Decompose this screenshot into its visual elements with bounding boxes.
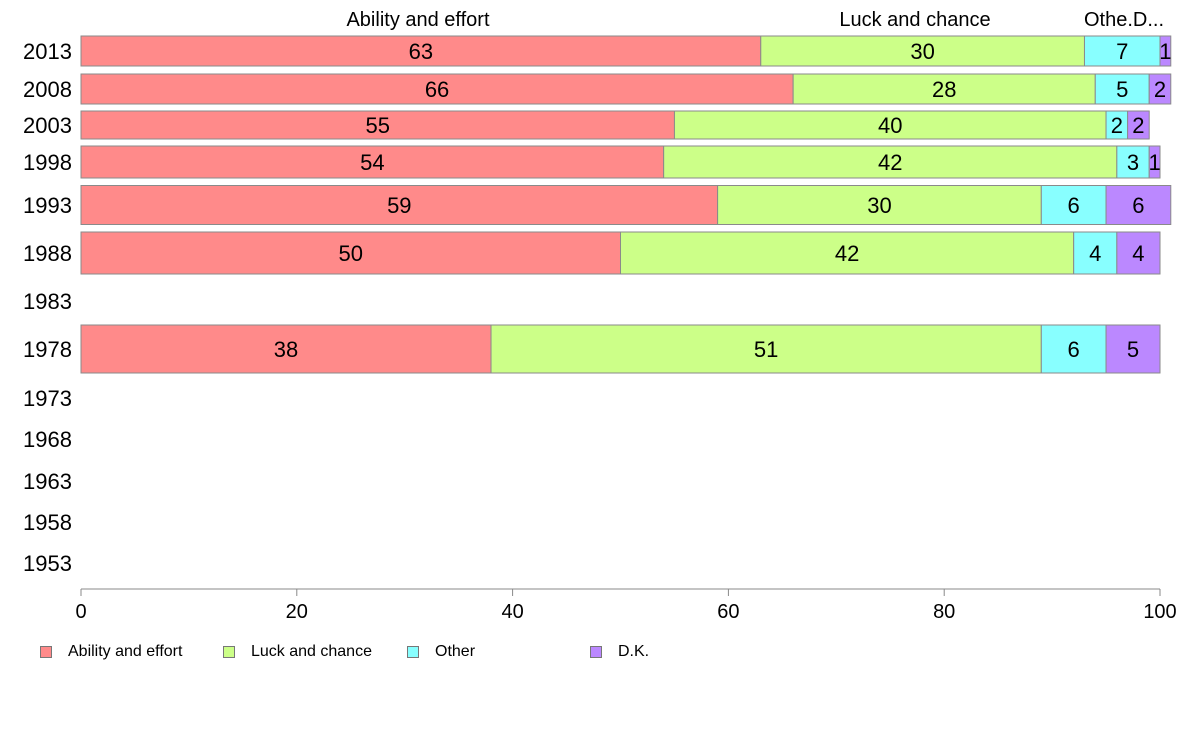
x-tick-label-20: 20	[286, 601, 308, 623]
year-label-2003: 2003	[23, 113, 72, 138]
legend-swatch-other	[407, 646, 419, 658]
y-axis-year-labels: 2013 2008 2003 1998 1993 1988 1983 1978 1973 1968…	[23, 39, 72, 576]
bar-2003-series-3	[1127, 110, 1150, 140]
value-label-2008-series-3: 2	[1154, 77, 1166, 102]
bar-1978-series-2	[1040, 324, 1107, 374]
bar-1988-series-3	[1116, 231, 1161, 275]
x-tick-label-80: 80	[933, 601, 955, 623]
year-label-1973: 1973	[23, 386, 72, 411]
legend-swatch-dk	[590, 646, 602, 658]
value-label-2003-series-3: 2	[1132, 113, 1144, 138]
bar-2013-series-0	[80, 35, 762, 67]
value-label-1988-series-3: 4	[1132, 241, 1144, 266]
legend-label-ability: Ability and effort	[68, 643, 183, 660]
year-label-1983: 1983	[23, 289, 72, 314]
year-label-2008: 2008	[23, 77, 72, 102]
legend-item-dk: D.K.	[590, 643, 649, 661]
year-label-1963: 1963	[23, 469, 72, 494]
legend-label-other: Other	[435, 643, 476, 660]
bar-2008-series-1	[792, 73, 1096, 105]
bar-2008-series-3	[1148, 73, 1172, 105]
bar-value-labels: 63 30 7 166 28 5 255 40 2 254 42 3 159 30 6 650 42 4 438 51…	[274, 39, 1172, 362]
x-axis: 0 20 40 60 80 100	[75, 588, 1177, 623]
year-label-1988: 1988	[23, 241, 72, 266]
bar-1993-series-0	[80, 185, 719, 225]
bar-1993-series-1	[717, 185, 1042, 225]
bar-2003-series-1	[673, 110, 1107, 140]
bar-1978-series-3	[1105, 324, 1161, 374]
year-label-1953: 1953	[23, 551, 72, 576]
bar-1998-series-0	[80, 145, 665, 179]
legend-label-luck: Luck and chance	[251, 643, 372, 660]
x-tick-label-60: 60	[717, 601, 739, 623]
value-label-2013-series-0: 63	[409, 39, 433, 64]
x-tick-label-0: 0	[75, 601, 86, 623]
bar-1988-series-2	[1073, 231, 1118, 275]
year-label-1998: 1998	[23, 150, 72, 175]
bar-2013-series-2	[1083, 35, 1161, 67]
bar-2013-series-1	[760, 35, 1085, 67]
bar-2013-series-3	[1159, 35, 1172, 67]
value-label-1978-series-1: 51	[754, 337, 778, 362]
bar-1998-series-3	[1148, 145, 1161, 179]
bar-1993-series-2	[1040, 185, 1107, 225]
value-label-1978-series-3: 5	[1127, 337, 1139, 362]
value-label-2013-series-2: 7	[1116, 39, 1128, 64]
value-label-1978-series-0: 38	[274, 337, 298, 362]
value-label-1988-series-1: 42	[835, 241, 859, 266]
value-label-2013-series-3: 1	[1159, 39, 1171, 64]
bar-1988-series-0	[80, 231, 621, 275]
x-tick-label-40: 40	[501, 601, 523, 623]
value-label-2008-series-0: 66	[425, 77, 449, 102]
legend-label-dk: D.K.	[618, 643, 650, 660]
year-label-1968: 1968	[23, 427, 72, 452]
x-tick-label-100: 100	[1143, 601, 1176, 623]
bar-1998-series-1	[663, 145, 1118, 179]
bar-1988-series-1	[620, 231, 1075, 275]
year-label-2013: 2013	[23, 39, 72, 64]
value-label-2003-series-0: 55	[365, 113, 389, 138]
bar-1978-series-0	[80, 324, 492, 374]
legend-item-other: Other	[407, 643, 475, 661]
value-label-1993-series-2: 6	[1068, 193, 1080, 218]
series-header-labels: Ability and effort Luck and chance Othe.D.…	[346, 9, 1164, 31]
value-label-1993-series-0: 59	[387, 193, 411, 218]
bar-2008-series-2	[1094, 73, 1150, 105]
year-label-1978: 1978	[23, 337, 72, 362]
bar-1978-series-1	[490, 324, 1042, 374]
top-label-1: Luck and chance	[839, 9, 990, 31]
value-label-1998-series-0: 54	[360, 150, 384, 175]
value-label-1998-series-1: 42	[878, 150, 902, 175]
legend-item-ability-and-effort: Ability and effort	[40, 643, 182, 661]
value-label-1998-series-3: 1	[1148, 150, 1160, 175]
legend-swatch-ability	[40, 646, 52, 658]
value-label-1998-series-2: 3	[1127, 150, 1139, 175]
value-label-2013-series-1: 30	[910, 39, 934, 64]
top-label-0: Ability and effort	[346, 9, 489, 31]
year-label-1958: 1958	[23, 510, 72, 535]
top-label-2: Othe.D...	[1084, 9, 1164, 31]
value-label-2008-series-2: 5	[1116, 77, 1128, 102]
bar-1993-series-3	[1105, 185, 1172, 225]
value-label-1978-series-2: 6	[1068, 337, 1080, 362]
value-label-1993-series-3: 6	[1132, 193, 1144, 218]
value-label-1993-series-1: 30	[867, 193, 891, 218]
value-label-2008-series-1: 28	[932, 77, 956, 102]
value-label-1988-series-0: 50	[339, 241, 363, 266]
value-label-2003-series-1: 40	[878, 113, 902, 138]
legend-swatch-luck	[223, 646, 235, 658]
year-label-1993: 1993	[23, 193, 72, 218]
bar-segments	[80, 35, 1172, 374]
legend-item-luck-and-chance: Luck and chance	[223, 643, 372, 661]
value-label-2003-series-2: 2	[1111, 113, 1123, 138]
value-label-1988-series-2: 4	[1089, 241, 1101, 266]
bar-2003-series-0	[80, 110, 675, 140]
